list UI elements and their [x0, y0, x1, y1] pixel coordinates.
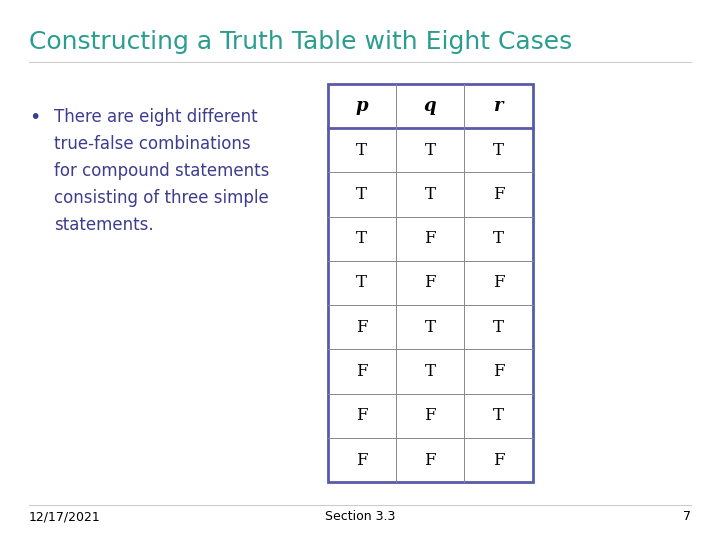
Text: F: F [424, 407, 436, 424]
Text: 7: 7 [683, 510, 691, 523]
Text: •: • [29, 108, 40, 127]
Text: F: F [424, 451, 436, 469]
Text: F: F [492, 451, 505, 469]
Text: T: T [356, 186, 367, 203]
Text: F: F [492, 186, 505, 203]
Text: There are eight different
true-false combinations
for compound statements
consis: There are eight different true-false com… [54, 108, 269, 234]
Text: T: T [493, 319, 504, 336]
Text: T: T [425, 186, 436, 203]
Text: F: F [356, 363, 368, 380]
Text: q: q [424, 97, 436, 115]
Text: F: F [424, 230, 436, 247]
Text: T: T [493, 230, 504, 247]
Text: r: r [494, 97, 503, 115]
Text: F: F [356, 407, 368, 424]
Text: p: p [356, 97, 368, 115]
Text: T: T [493, 141, 504, 159]
Text: F: F [424, 274, 436, 292]
Text: F: F [356, 451, 368, 469]
Text: T: T [493, 407, 504, 424]
Text: T: T [356, 274, 367, 292]
Text: Section 3.3: Section 3.3 [325, 510, 395, 523]
Text: T: T [425, 141, 436, 159]
Text: F: F [492, 363, 505, 380]
Text: T: T [425, 319, 436, 336]
Text: F: F [356, 319, 368, 336]
Text: F: F [492, 274, 505, 292]
Text: 12/17/2021: 12/17/2021 [29, 510, 101, 523]
Text: T: T [356, 141, 367, 159]
Text: T: T [356, 230, 367, 247]
Text: T: T [425, 363, 436, 380]
Text: Constructing a Truth Table with Eight Cases: Constructing a Truth Table with Eight Ca… [29, 30, 572, 53]
